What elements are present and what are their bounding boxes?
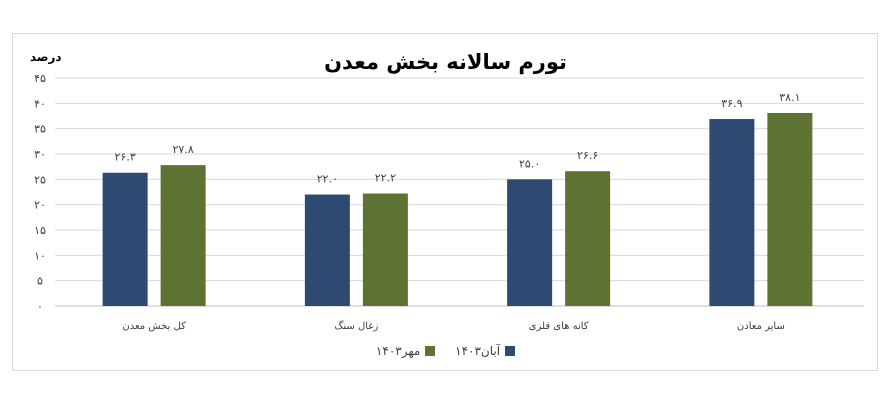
data-label: ۲۶.۶: [577, 149, 598, 162]
bar-mehr: [362, 193, 408, 306]
data-label: ۲۷.۸: [173, 143, 194, 156]
data-label: ۲۵.۰: [519, 157, 540, 170]
legend-item-aban: آبان۱۴۰۳: [455, 344, 516, 358]
y-axis-label: درصد: [30, 50, 62, 64]
bar-mehr: [565, 171, 611, 306]
legend-item-mehr: مهر۱۴۰۳: [375, 344, 436, 358]
x-category-label: کل بخش معدن: [122, 321, 186, 332]
data-label: ۲۶.۳: [115, 151, 136, 164]
y-tick-label: ۱۰: [34, 249, 46, 262]
y-tick-label: ۲۵: [34, 173, 46, 186]
data-label: ۳۸.۱: [779, 91, 800, 104]
legend-swatch-aban: [505, 346, 516, 356]
y-tick-label: ۰: [37, 300, 43, 313]
legend-label-mehr: مهر۱۴۰۳: [375, 344, 421, 358]
legend-swatch-mehr: [425, 346, 436, 356]
bar-aban: [709, 119, 755, 306]
y-tick-label: ۴۵: [34, 72, 46, 85]
bar-aban: [507, 179, 553, 306]
y-tick-label: ۲۰: [34, 199, 46, 212]
y-tick-label: ۴۰: [34, 97, 46, 110]
data-label: ۳۶.۹: [721, 97, 742, 110]
x-category-label: کانه های فلزی: [529, 321, 589, 332]
data-label: ۲۲.۲: [375, 172, 396, 185]
y-tick-label: ۵: [37, 275, 43, 288]
y-tick-label: ۳۰: [34, 148, 46, 161]
bar-mehr: [160, 165, 206, 306]
y-tick-label: ۳۵: [34, 123, 46, 136]
y-tick-label: ۱۵: [34, 224, 46, 237]
bar-mehr: [767, 112, 813, 307]
legend-label-aban: آبان۱۴۰۳: [455, 344, 501, 358]
x-category-label: سایر معادن: [737, 321, 785, 332]
chart-legend: آبان۱۴۰۳ مهر۱۴۰۳: [0, 344, 891, 359]
chart-title: تورم سالانه بخش معدن: [324, 50, 567, 74]
bar-aban: [304, 194, 350, 306]
x-category-label: زغال سنگ: [334, 320, 378, 332]
bar-aban: [102, 172, 148, 306]
data-label: ۲۲.۰: [317, 173, 338, 186]
